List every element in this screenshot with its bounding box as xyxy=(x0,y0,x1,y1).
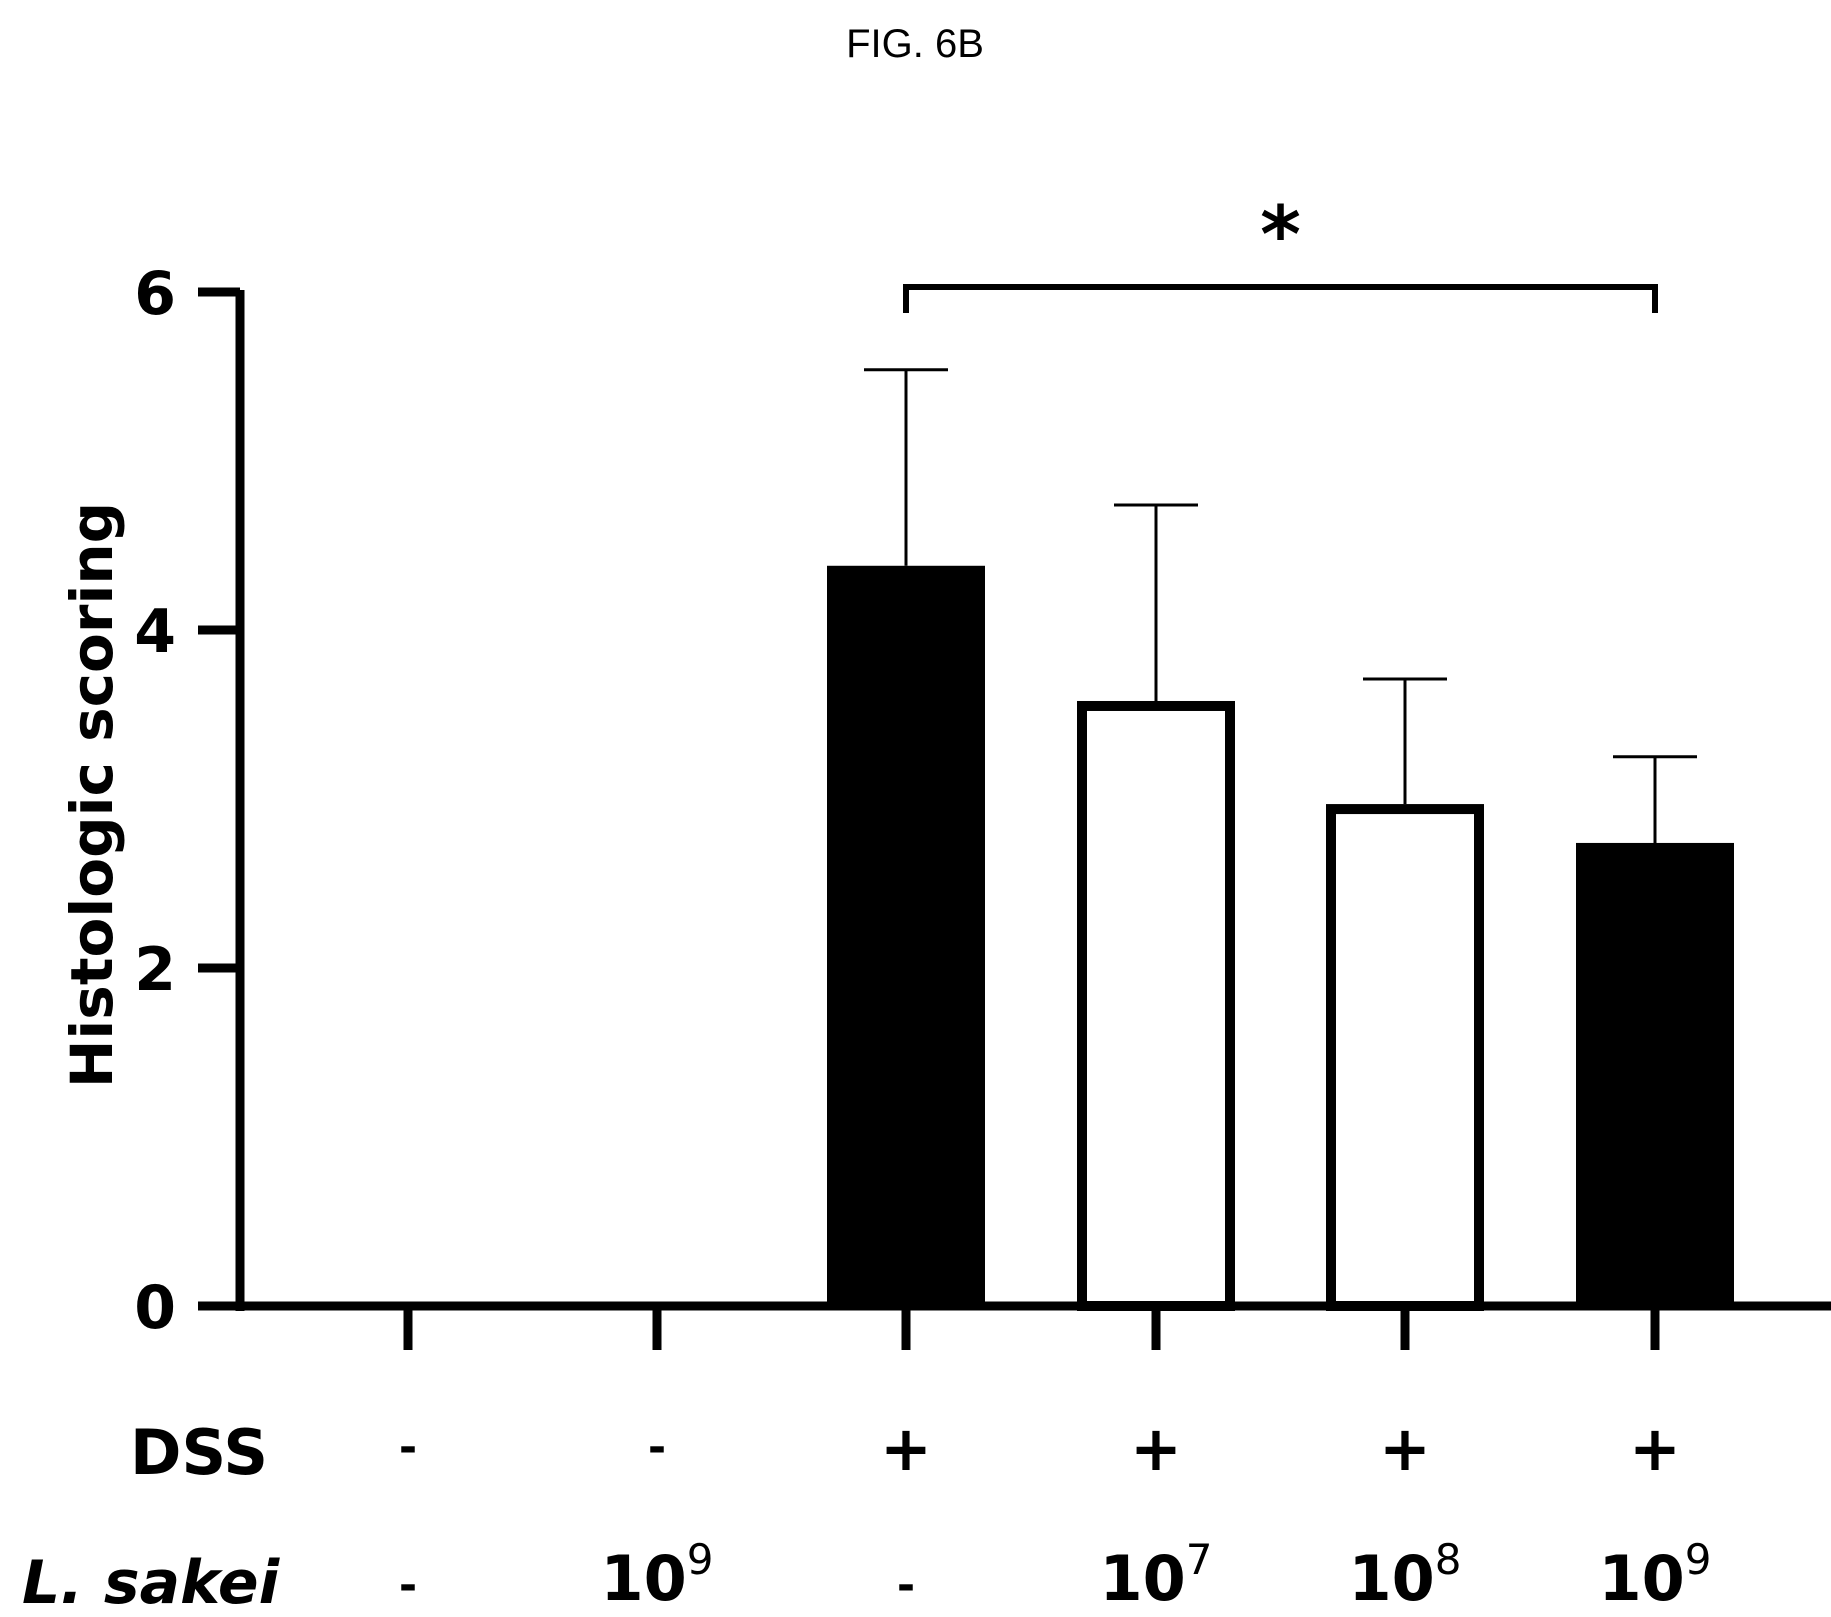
bars-group xyxy=(827,565,1734,1311)
bar-4 xyxy=(1077,700,1235,1311)
y-tick-label-2: 2 xyxy=(134,935,176,1005)
dss-row-label: DSS xyxy=(130,1416,268,1489)
dss-value-5: + xyxy=(1379,1412,1431,1485)
lsakei-exponent-4: 7 xyxy=(1186,1535,1213,1584)
dss-value-4: + xyxy=(1130,1412,1182,1485)
lsakei-base-2: 10 xyxy=(600,1542,686,1615)
y-tick-label-6: 6 xyxy=(134,259,176,329)
lsakei-base-5: 10 xyxy=(1348,1542,1434,1615)
y-axis-label: Histologic scoring xyxy=(58,502,126,1088)
lsakei-exponent-6: 9 xyxy=(1685,1535,1712,1584)
lsakei-base-3: - xyxy=(897,1560,915,1611)
lsakei-exponent-5: 8 xyxy=(1435,1535,1462,1584)
y-tick-label-4: 4 xyxy=(134,597,176,667)
lsakei-row-values: -109- 107 108 109 xyxy=(399,1535,1712,1615)
bar-3 xyxy=(827,565,985,1306)
dss-row-values: - - + + + + xyxy=(399,1412,1681,1485)
lsakei-base-6: 10 xyxy=(1598,1542,1684,1615)
dss-value-2: - xyxy=(648,1422,666,1473)
lsakei-value-4: 107 xyxy=(1099,1535,1212,1615)
lsakei-base-1: - xyxy=(399,1560,417,1611)
lsakei-value-3: - xyxy=(897,1560,915,1611)
y-ticks-group: 0 2 4 6 xyxy=(134,259,240,1343)
error-bars-group xyxy=(864,368,1697,843)
lsakei-value-1: - xyxy=(399,1560,417,1611)
y-tick-label-0: 0 xyxy=(134,1273,176,1343)
lsakei-exponent-2: 9 xyxy=(687,1535,714,1584)
significance-bracket: * xyxy=(903,191,1658,313)
lsakei-base-4: 10 xyxy=(1099,1542,1185,1615)
bar-6 xyxy=(1576,842,1734,1306)
figure-label: FIG. 6B xyxy=(846,22,984,66)
lsakei-value-2: 109 xyxy=(600,1535,713,1615)
dss-value-1: - xyxy=(399,1422,417,1473)
lsakei-value-6: 109 xyxy=(1598,1535,1711,1615)
bar-5 xyxy=(1326,804,1484,1311)
significance-label: * xyxy=(1260,191,1301,281)
dss-value-3: + xyxy=(880,1412,932,1485)
lsakei-value-5: 108 xyxy=(1348,1535,1461,1615)
lsakei-row-label: L. sakei xyxy=(22,1548,281,1617)
dss-value-6: + xyxy=(1629,1412,1681,1485)
x-ticks-group xyxy=(403,1306,1660,1350)
